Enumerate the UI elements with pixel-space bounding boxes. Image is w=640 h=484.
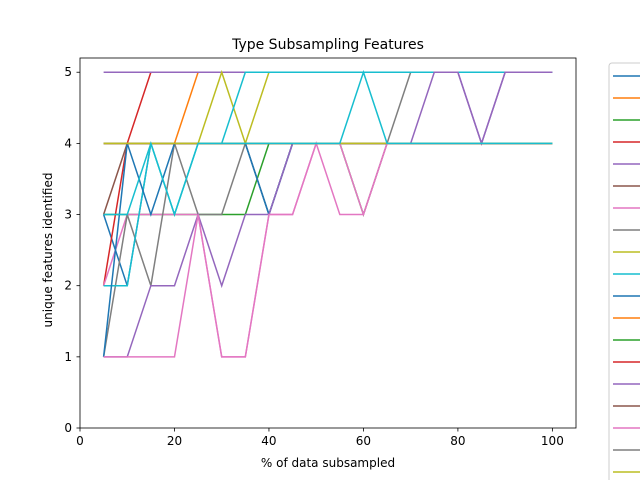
x-axis: 0 20 40 60 80 100 [76,428,564,448]
x-tick-label: 0 [76,434,84,448]
y-tick-label: 3 [64,208,72,222]
legend-box [608,62,640,484]
series-line-20 [103,69,553,217]
x-axis-label: % of data subsampled [261,456,395,470]
x-tick-label: 60 [356,434,371,448]
legend [608,62,640,484]
y-tick-label: 2 [64,279,72,293]
y-tick-label: 5 [64,65,72,79]
x-tick-label: 20 [167,434,182,448]
plot-area [79,57,577,429]
plot-frame [79,57,577,429]
y-tick-label: 4 [64,136,72,150]
y-axis: 0 1 2 3 4 5 [64,65,80,435]
x-tick-label: 40 [261,434,276,448]
x-tick-label: 80 [450,434,465,448]
chart-title: Type Subsampling Features [231,37,424,53]
y-tick-label: 1 [64,350,72,364]
y-tick-label: 0 [64,421,72,435]
x-tick-label: 100 [541,434,564,448]
y-axis-label: unique features identified [41,173,55,328]
